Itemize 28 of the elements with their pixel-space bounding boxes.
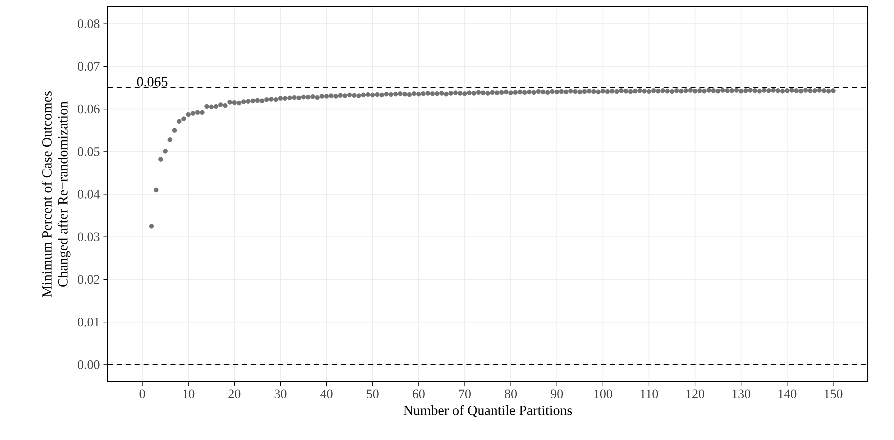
y-tick-label: 0.02 <box>78 275 100 284</box>
y-tick-label: 0.00 <box>78 360 100 370</box>
y-tick-label: 0.03 <box>78 232 100 242</box>
x-tick-label: 80 <box>505 390 518 399</box>
ref-line-label: 0.065 <box>137 77 168 87</box>
x-tick-label: 70 <box>459 390 471 399</box>
x-tick-label: 140 <box>778 390 797 399</box>
x-tick-label: 110 <box>640 390 658 399</box>
x-axis-title: Number of Quantile Partitions <box>404 405 572 418</box>
x-tick-label: 60 <box>413 390 425 399</box>
x-tick-label: 50 <box>367 390 379 399</box>
y-tick-label: 0.04 <box>78 190 100 199</box>
y-tick-label: 0.05 <box>78 147 100 156</box>
x-tick-label: 10 <box>183 390 195 399</box>
x-tick-label: 100 <box>594 390 612 399</box>
x-tick-label: 40 <box>320 390 333 399</box>
x-tick-label: 130 <box>732 390 751 399</box>
x-tick-label: 150 <box>824 390 843 399</box>
x-tick-label: 120 <box>686 390 705 399</box>
x-tick-label: 20 <box>228 390 241 399</box>
x-tick-label: 30 <box>274 390 287 399</box>
y-tick-label: 0.01 <box>78 318 100 327</box>
y-tick-label: 0.07 <box>78 62 100 72</box>
y-tick-label: 0.06 <box>78 104 100 114</box>
x-tick-label: 90 <box>551 390 564 399</box>
y-tick-label: 0.08 <box>78 20 100 28</box>
x-tick-label: 0 <box>140 390 146 399</box>
y-axis-title: Minimum Percent of Case Outcomes Changed after Re−randomization <box>42 92 71 298</box>
